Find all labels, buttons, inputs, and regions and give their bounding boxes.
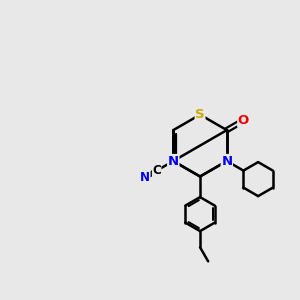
Text: N: N	[168, 154, 179, 167]
Text: N: N	[221, 154, 233, 167]
Text: N: N	[140, 171, 150, 184]
Text: C: C	[152, 164, 161, 177]
Text: O: O	[238, 114, 249, 127]
Text: S: S	[195, 108, 205, 121]
